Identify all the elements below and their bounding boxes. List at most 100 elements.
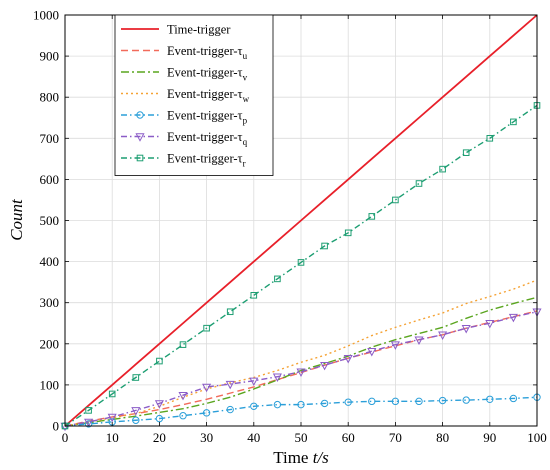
y-tick-label: 800 [40,90,60,105]
legend: Time-trigger Event-trigger-τu Event-trigge… [114,14,274,176]
data-point [107,413,117,423]
y-tick-label: 400 [40,254,60,269]
data-point [439,165,446,173]
y-tick-label: 0 [53,419,60,434]
data-point [415,180,423,187]
data-point [486,395,494,403]
x-tick-label: 50 [295,430,308,445]
data-point [202,409,211,417]
legend-item: Event-trigger-τq [121,130,248,147]
data-point [392,196,399,204]
legend-item: Time-trigger [121,23,231,37]
x-tick-label: 90 [483,430,496,445]
data-point [272,373,282,382]
data-point [154,400,164,409]
data-point [486,135,494,142]
data-point [132,374,140,381]
legend-label: Event-trigger-τp [167,109,248,126]
data-point [250,402,258,410]
series-line [64,311,538,427]
series-event-trigger-u [64,310,538,427]
data-point [131,407,141,416]
data-point [179,412,187,420]
y-tick-label: 600 [40,172,60,187]
data-point [178,391,188,401]
data-point [297,259,305,266]
legend-label: Event-trigger-τu [167,44,248,61]
series-event-trigger-w [64,279,538,427]
series-line [64,279,538,427]
legend-label: Event-trigger-τv [167,66,248,83]
legend-item: Event-trigger-τw [121,87,250,104]
data-point [509,394,518,403]
y-tick-label: 100 [40,377,60,392]
series-event-trigger-r [61,102,541,430]
y-axis-label: Count [7,198,26,241]
legend-marker [136,111,144,119]
data-point [156,357,163,365]
x-axis-label: Time t/s [273,448,329,467]
data-point [321,242,328,250]
legend-box [114,14,274,176]
legend-item: Event-trigger-τu [121,44,248,61]
data-point [132,416,140,424]
data-point [344,229,352,237]
data-point [461,324,471,334]
data-point [415,397,423,406]
data-point [462,396,470,404]
data-point [273,400,282,409]
y-tick-label: 200 [40,336,60,351]
series-line [64,396,538,427]
legend-label: Event-trigger-τq [167,130,248,147]
data-point [297,400,305,409]
series-time-trigger [64,14,538,427]
data-point [414,336,424,345]
data-point [85,407,92,414]
data-point [368,397,376,406]
data-point [508,313,518,323]
data-point [202,383,212,393]
series-event-trigger-q [60,308,542,432]
data-point [344,398,352,406]
legend-label: Event-trigger-τr [167,152,246,169]
x-tick-label: 60 [342,430,355,445]
data-point [462,149,470,156]
x-tick-label: 40 [247,430,260,445]
series-line [64,296,538,427]
data-point [226,405,234,414]
data-point [320,361,330,371]
y-tick-label: 1000 [33,8,59,23]
y-tick-label: 500 [40,213,60,228]
legend-label: Event-trigger-τw [167,87,250,104]
legend-label: Time-trigger [167,23,231,37]
series-line [64,14,538,427]
data-point [510,118,517,126]
y-tick-label: 300 [40,295,60,310]
series-event-trigger-v [64,296,538,427]
x-tick-label: 30 [200,430,213,445]
series-line [64,310,538,427]
data-point [274,275,281,283]
data-point [367,347,377,357]
data-point [296,368,306,378]
y-tick-label: 900 [40,49,60,64]
legend-marker [136,154,144,162]
data-point [391,397,400,406]
data-point [343,354,353,364]
legend-item: Event-trigger-τp [121,109,248,126]
series-line [64,104,538,427]
x-tick-label: 70 [389,430,402,445]
data-point [390,341,400,350]
x-tick-label: 20 [153,430,166,445]
x-tick-label: 0 [62,430,69,445]
x-tick-label: 100 [527,430,547,445]
data-point [84,418,94,428]
data-point [250,292,258,299]
data-point [438,396,447,405]
axis-ticks: 0 10 20 30 40 50 60 70 80 90 100010020030040050060… [33,8,547,446]
series-layer [60,14,542,432]
data-point [226,308,234,316]
data-point [203,324,210,332]
legend-marker [135,133,145,142]
